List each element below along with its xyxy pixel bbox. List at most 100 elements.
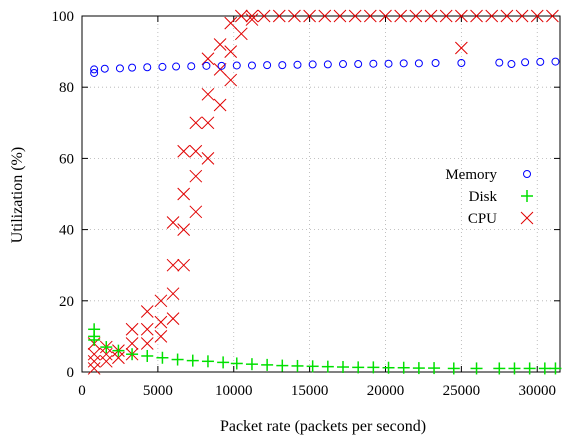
disk-point [141, 349, 154, 362]
cpu-point [455, 41, 468, 55]
cpu-point [87, 347, 101, 361]
disk-point [291, 359, 304, 372]
cpu-point [87, 354, 101, 368]
data-series [87, 9, 562, 375]
y-tick-label: 40 [59, 223, 74, 239]
disk-point [382, 361, 395, 374]
disk-point [493, 362, 506, 375]
disk-point [186, 354, 199, 367]
cpu-point [234, 27, 248, 41]
memory-point [232, 61, 241, 70]
memory-point [536, 57, 545, 66]
disk-point [217, 356, 230, 369]
cpu-point [99, 354, 113, 368]
disk-point [156, 351, 169, 364]
x-tick-label: 0 [78, 383, 86, 399]
cpu-point [530, 9, 544, 23]
cpu-point [125, 337, 139, 350]
disk-point [367, 361, 380, 374]
cpu-point [546, 9, 559, 23]
cpu-point [234, 9, 248, 23]
cpu-point [363, 9, 377, 23]
cpu-point [333, 9, 347, 23]
cpu-point [177, 144, 191, 158]
cpu-point [318, 9, 332, 23]
memory-point [263, 61, 272, 70]
memory-point [495, 58, 504, 67]
memory-point [187, 62, 196, 71]
memory-point [217, 61, 226, 70]
memory-point [115, 64, 124, 73]
series-cpu [87, 9, 559, 375]
memory-point [369, 59, 378, 68]
memory-point [551, 57, 560, 66]
cpu-point [166, 312, 180, 325]
disk-point [112, 344, 125, 357]
cpu-point [140, 337, 154, 350]
cpu-point [201, 152, 215, 165]
cpu-point [224, 73, 238, 87]
memory-point [90, 65, 99, 74]
disk-point [306, 360, 319, 373]
cpu-point [112, 351, 125, 365]
memory-point [384, 59, 393, 68]
cpu-point [455, 9, 468, 23]
disk-point [352, 361, 365, 374]
disk-point [549, 362, 562, 375]
x-tick-label: 25000 [443, 383, 481, 399]
y-tick-label: 100 [52, 9, 75, 25]
cpu-point [272, 9, 286, 23]
cpu-point [424, 9, 438, 23]
y-tick-label: 0 [67, 365, 75, 381]
x-tick-label: 5000 [143, 383, 173, 399]
legend: Memory Disk CPU [445, 167, 534, 227]
cpu-point [166, 216, 180, 229]
memory-point [293, 60, 302, 69]
cpu-point [213, 38, 227, 51]
memory-point [90, 68, 99, 77]
disk-point [523, 362, 536, 375]
cpu-point [177, 258, 191, 272]
memory-point [278, 61, 287, 70]
legend-marker-memory [523, 170, 531, 178]
cpu-point [379, 9, 392, 23]
disk-point [201, 355, 214, 368]
cpu-point [245, 9, 259, 23]
memory-point [521, 58, 530, 67]
x-tick-label: 20000 [367, 383, 405, 399]
cpu-point [189, 116, 203, 130]
memory-point [457, 58, 466, 67]
cpu-point [470, 9, 483, 23]
cpu-point [439, 9, 453, 23]
y-tick-label: 80 [59, 80, 74, 96]
cpu-point [224, 16, 238, 30]
legend-label-disk: Disk [469, 189, 498, 205]
x-tick-label: 30000 [518, 383, 556, 399]
cpu-point [348, 9, 362, 23]
cpu-point [213, 98, 227, 112]
y-axis-label: Utilization (%) [9, 147, 26, 243]
disk-point [261, 358, 274, 371]
series-memory [90, 57, 560, 77]
cpu-point [140, 322, 154, 336]
cpu-point [154, 330, 168, 343]
disk-point [171, 353, 184, 366]
cpu-point [245, 13, 259, 26]
cpu-point [201, 87, 215, 101]
plot-frame [81, 15, 561, 373]
x-axis-label: Packet rate (packets per second) [220, 418, 426, 435]
cpu-point [154, 294, 168, 308]
cpu-point [257, 9, 271, 23]
legend-label-memory: Memory [445, 167, 497, 183]
memory-point [507, 60, 516, 69]
disk-point [508, 362, 521, 375]
memory-point [414, 59, 423, 68]
axes: 0 5000 10000 15000 20000 25000 30000 0 20 40 60 80 1… [52, 9, 561, 399]
cpu-point [394, 9, 408, 23]
cpu-point [87, 362, 101, 375]
disk-point [428, 362, 441, 375]
series-disk [88, 323, 562, 375]
disk-point [126, 348, 139, 361]
